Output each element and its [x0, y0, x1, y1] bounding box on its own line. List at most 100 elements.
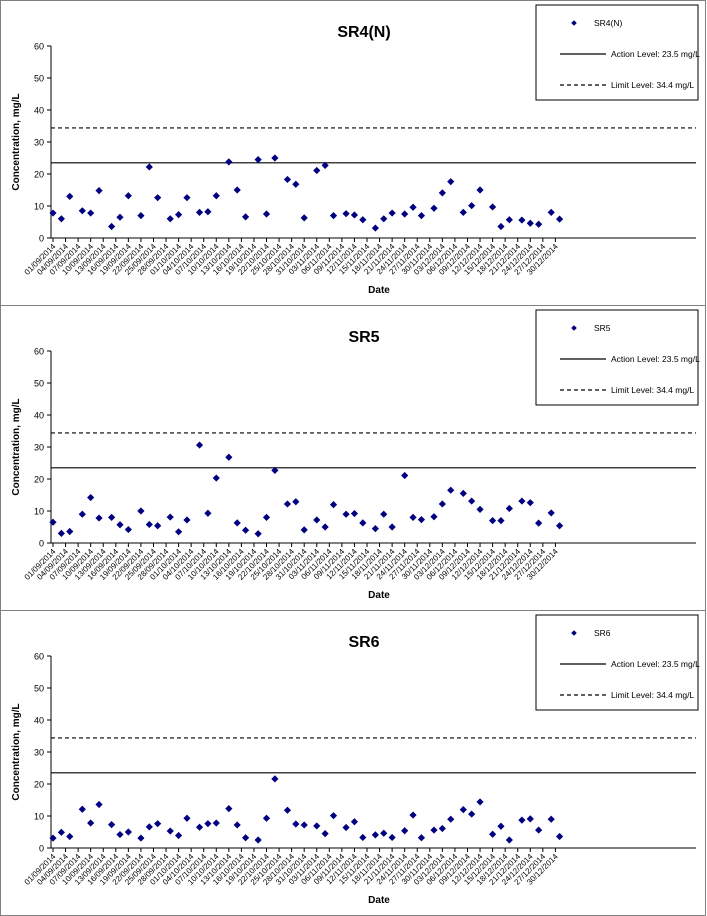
- data-point: [124, 525, 132, 534]
- data-point: [87, 819, 95, 827]
- data-point: [380, 829, 388, 837]
- data-point: [204, 208, 212, 216]
- data-point: [321, 523, 329, 531]
- data-point: [342, 510, 350, 518]
- data-point: [183, 194, 191, 202]
- data-point: [350, 818, 359, 826]
- data-point: [66, 832, 74, 841]
- data-point: [350, 509, 359, 518]
- data-point: [535, 519, 543, 527]
- data-point: [108, 821, 116, 829]
- data-point: [195, 208, 204, 216]
- data-point: [166, 827, 174, 835]
- legend-label-limit: Limit Level: 34.4 mg/L: [611, 385, 694, 395]
- y-tick-label: 40: [34, 106, 44, 116]
- data-point: [116, 830, 124, 839]
- data-point: [526, 815, 534, 823]
- data-point: [57, 215, 65, 223]
- data-point: [292, 498, 300, 506]
- data-point: [417, 212, 426, 220]
- data-point: [388, 209, 396, 217]
- data-point: [359, 216, 367, 224]
- legend-label-limit: Limit Level: 34.4 mg/L: [611, 80, 694, 90]
- data-point: [116, 521, 124, 529]
- data-point: [78, 805, 86, 813]
- legend-label-series: SR5: [594, 323, 611, 333]
- data-point: [313, 516, 321, 524]
- y-tick-label: 20: [34, 475, 44, 485]
- data-point: [300, 526, 308, 534]
- y-tick-label: 0: [39, 539, 44, 549]
- data-point: [204, 820, 212, 828]
- data-point: [555, 522, 564, 530]
- y-tick-label: 30: [34, 443, 44, 453]
- legend: SR5 Action Level: 23.5 mg/L Limit Level: 3…: [535, 309, 700, 406]
- data-point: [313, 822, 321, 830]
- chart-sr6: SR6010203040506001/09/201404/09/201407/0…: [11, 614, 700, 906]
- data-point: [225, 158, 233, 166]
- data-point: [87, 209, 95, 217]
- data-point: [401, 827, 409, 835]
- y-tick-label: 50: [34, 74, 44, 84]
- data-point: [95, 800, 103, 809]
- data-point: [95, 514, 103, 522]
- data-point: [359, 519, 367, 527]
- legend-label-series: SR6: [594, 628, 611, 638]
- data-point: [225, 453, 233, 461]
- data-point: [262, 814, 271, 822]
- data-point: [66, 527, 74, 536]
- data-point: [476, 186, 484, 194]
- y-tick-label: 10: [34, 202, 44, 212]
- data-point: [489, 203, 497, 211]
- legend-marker: [571, 325, 577, 331]
- data-point: [547, 815, 555, 823]
- data-point: [555, 215, 564, 223]
- data-point: [497, 222, 505, 231]
- data-point: [476, 798, 484, 806]
- data-point: [438, 824, 446, 833]
- data-point: [329, 212, 338, 220]
- data-point: [108, 222, 116, 231]
- data-point: [137, 834, 145, 842]
- data-point: [262, 513, 271, 521]
- data-point: [154, 522, 162, 530]
- data-point: [233, 821, 241, 829]
- data-point: [518, 816, 526, 824]
- data-point: [342, 823, 350, 832]
- data-point: [254, 836, 262, 844]
- data-point: [497, 517, 505, 525]
- data-point: [321, 830, 329, 838]
- data-point: [459, 208, 467, 216]
- x-axis-title: Date: [368, 895, 390, 906]
- data-point: [518, 497, 526, 505]
- data-point: [505, 504, 513, 513]
- legend-label-action: Action Level: 23.5 mg/L: [611, 354, 700, 364]
- data-point: [380, 510, 388, 518]
- y-tick-label: 40: [34, 716, 44, 726]
- y-tick-label: 50: [34, 379, 44, 389]
- data-point: [447, 178, 455, 186]
- data-point: [438, 500, 446, 508]
- chart-panel-sr6: SR6 0 10 20 30 40 50 60 01/09/2014 04/09/2014 07/0…: [0, 610, 706, 916]
- data-point: [518, 216, 526, 224]
- data-point: [468, 810, 476, 818]
- data-point: [225, 805, 233, 813]
- chart-panel-sr4n: SR4(N) 0 10 20 30 40 50 60 01/09/2014 04/09/2014 0…: [0, 0, 706, 306]
- legend-marker: [571, 20, 577, 26]
- data-point: [241, 526, 250, 534]
- data-point: [468, 497, 476, 505]
- data-point: [212, 819, 220, 827]
- data-point: [49, 209, 57, 217]
- data-point: [116, 213, 124, 221]
- data-point: [283, 500, 292, 508]
- x-axis-title: Date: [368, 590, 390, 601]
- data-point: [183, 516, 191, 524]
- data-point: [124, 192, 132, 200]
- data-point: [459, 806, 467, 814]
- legend-label-limit: Limit Level: 34.4 mg/L: [611, 690, 694, 700]
- data-point: [329, 501, 338, 509]
- data-point: [359, 833, 367, 842]
- data-point: [49, 518, 57, 526]
- data-point: [283, 806, 292, 814]
- data-point: [342, 210, 350, 218]
